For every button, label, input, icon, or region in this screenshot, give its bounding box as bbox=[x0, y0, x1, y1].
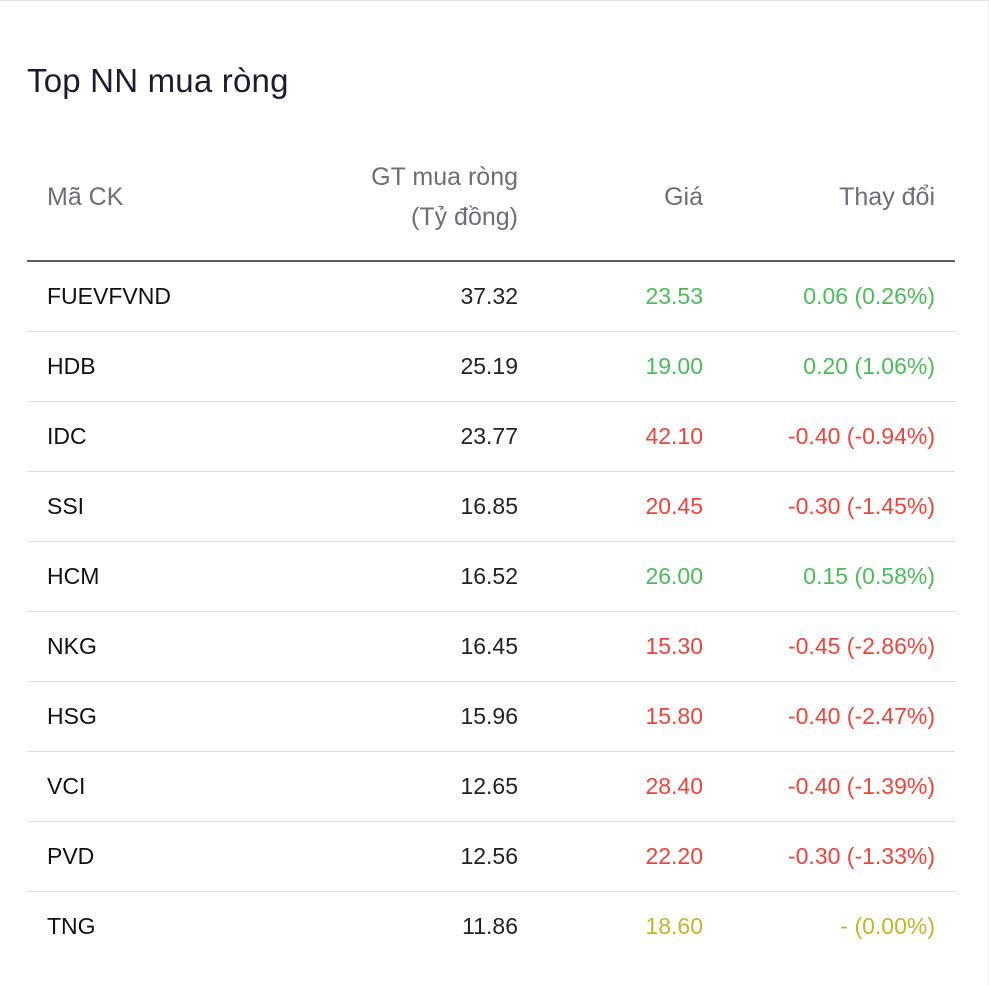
net-buy-value-cell: 12.65 bbox=[460, 773, 518, 799]
net-buy-value-cell: 15.96 bbox=[460, 703, 518, 729]
net-buy-table: Mã CK GT mua ròng (Tỷ đồng) Giá Thay đổi… bbox=[27, 146, 955, 961]
change-cell: 0.06 (0.26%) bbox=[803, 283, 935, 309]
net-buy-value-cell: 37.32 bbox=[460, 283, 518, 309]
price-cell: 19.00 bbox=[645, 353, 703, 379]
price-cell: 20.45 bbox=[645, 493, 703, 519]
net-buy-value-cell: 11.86 bbox=[462, 913, 518, 939]
stock-code-cell[interactable]: PVD bbox=[47, 843, 95, 869]
header-net-buy-value-line1: GT mua ròng bbox=[371, 163, 518, 191]
stock-code-cell[interactable]: VCI bbox=[47, 773, 86, 799]
change-cell: -0.30 (-1.33%) bbox=[787, 843, 935, 869]
table-row[interactable]: HCM 16.52 26.00 0.15 (0.58%) bbox=[27, 542, 955, 612]
header-price: Giá bbox=[664, 183, 703, 211]
table-body: FUEVFVND 37.32 23.53 0.06 (0.26%) HDB 25… bbox=[27, 262, 955, 961]
stock-code-cell[interactable]: HSG bbox=[47, 703, 97, 729]
stock-code-cell[interactable]: IDC bbox=[47, 423, 87, 449]
net-buy-value-cell: 16.45 bbox=[460, 633, 518, 659]
net-buy-value-cell: 23.77 bbox=[460, 423, 518, 449]
price-cell: 28.40 bbox=[645, 773, 703, 799]
change-cell: -0.40 (-2.47%) bbox=[787, 703, 935, 729]
table-row[interactable]: IDC 23.77 42.10 -0.40 (-0.94%) bbox=[27, 402, 955, 472]
stock-code-cell[interactable]: HCM bbox=[47, 563, 100, 589]
stock-code-cell[interactable]: TNG bbox=[47, 913, 96, 939]
table-row[interactable]: SSI 16.85 20.45 -0.30 (-1.45%) bbox=[27, 472, 955, 542]
table-row[interactable]: TNG 11.86 18.60 - (0.00%) bbox=[27, 892, 955, 961]
table-header: Mã CK GT mua ròng (Tỷ đồng) Giá Thay đổi bbox=[27, 146, 955, 262]
panel-title: Top NN mua ròng bbox=[27, 62, 289, 99]
price-cell: 26.00 bbox=[645, 563, 703, 589]
table-row[interactable]: FUEVFVND 37.32 23.53 0.06 (0.26%) bbox=[27, 262, 955, 332]
change-cell: - (0.00%) bbox=[840, 913, 935, 939]
table-row[interactable]: HSG 15.96 15.80 -0.40 (-2.47%) bbox=[27, 682, 955, 752]
price-cell: 23.53 bbox=[645, 283, 703, 309]
net-buy-value-cell: 16.52 bbox=[460, 563, 518, 589]
table-row[interactable]: VCI 12.65 28.40 -0.40 (-1.39%) bbox=[27, 752, 955, 822]
price-cell: 22.20 bbox=[645, 843, 703, 869]
change-cell: -0.45 (-2.86%) bbox=[787, 633, 935, 659]
header-stock-code: Mã CK bbox=[47, 183, 124, 211]
price-cell: 15.80 bbox=[645, 703, 703, 729]
header-change: Thay đổi bbox=[839, 183, 935, 211]
price-cell: 42.10 bbox=[645, 423, 703, 449]
stock-code-cell[interactable]: NKG bbox=[47, 633, 97, 659]
change-cell: -0.30 (-1.45%) bbox=[787, 493, 935, 519]
header-net-buy-value: GT mua ròng (Tỷ đồng) bbox=[371, 157, 518, 237]
stock-code-cell[interactable]: SSI bbox=[47, 493, 85, 519]
table-row[interactable]: NKG 16.45 15.30 -0.45 (-2.86%) bbox=[27, 612, 955, 682]
change-cell: 0.20 (1.06%) bbox=[803, 353, 935, 379]
top-divider bbox=[0, 0, 989, 1]
header-net-buy-value-line2: (Tỷ đồng) bbox=[411, 203, 518, 231]
table-row[interactable]: HDB 25.19 19.00 0.20 (1.06%) bbox=[27, 332, 955, 402]
net-buy-value-cell: 16.85 bbox=[460, 493, 518, 519]
change-cell: -0.40 (-0.94%) bbox=[787, 423, 935, 449]
change-cell: 0.15 (0.58%) bbox=[803, 563, 935, 589]
table-row[interactable]: PVD 12.56 22.20 -0.30 (-1.33%) bbox=[27, 822, 955, 892]
price-cell: 15.30 bbox=[645, 633, 703, 659]
change-cell: -0.40 (-1.39%) bbox=[787, 773, 935, 799]
price-cell: 18.60 bbox=[645, 913, 703, 939]
net-buy-value-cell: 12.56 bbox=[460, 843, 518, 869]
stock-code-cell[interactable]: HDB bbox=[47, 353, 96, 379]
net-buy-value-cell: 25.19 bbox=[460, 353, 518, 379]
stock-code-cell[interactable]: FUEVFVND bbox=[47, 283, 171, 309]
